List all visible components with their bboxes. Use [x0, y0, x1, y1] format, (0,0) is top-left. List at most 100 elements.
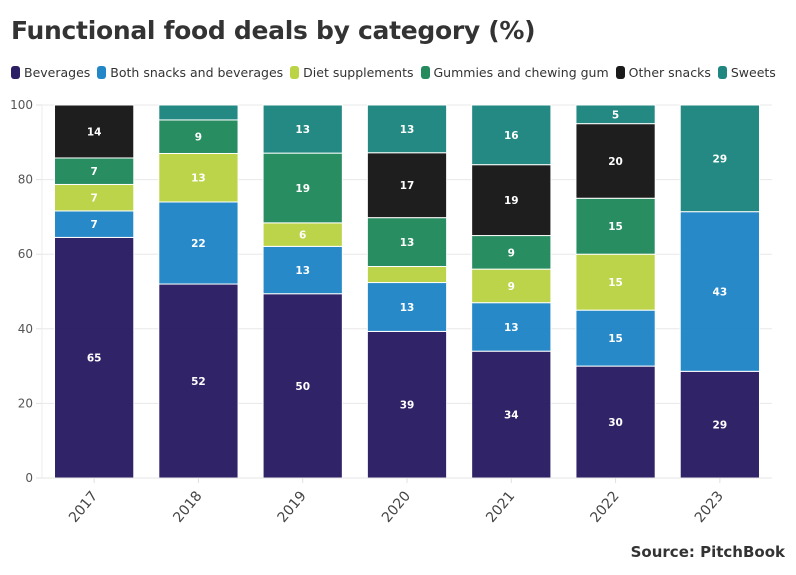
bar-segment-sweets — [679, 104, 760, 213]
data-label: 16 — [504, 130, 519, 142]
bar-segment-both-snacks-and-beverages — [366, 282, 448, 332]
y-tick-label: 80 — [18, 173, 33, 187]
bar-segment-both-snacks-and-beverages — [262, 245, 343, 295]
legend-swatch — [615, 66, 625, 79]
data-label: 6 — [299, 230, 306, 242]
legend-item-diet-supplements[interactable]: Diet supplements — [290, 65, 414, 80]
data-label: 34 — [504, 410, 519, 422]
data-label: 52 — [191, 376, 206, 388]
data-label: 43 — [713, 287, 728, 299]
legend-item-both-snacks-and-beverages[interactable]: Both snacks and beverages — [97, 65, 283, 80]
source-note: Source: PitchBook — [630, 543, 785, 561]
x-tick-label: 2020 — [379, 488, 414, 526]
bar-segment-other-snacks — [366, 152, 448, 219]
legend: Beverages Both snacks and beverages Diet s… — [11, 65, 783, 80]
data-label: 22 — [191, 238, 206, 250]
bar-segment-both-snacks-and-beverages — [158, 201, 239, 285]
bar-segment-sweets — [575, 104, 656, 125]
legend-swatch — [97, 66, 107, 79]
bar-segment-sweets — [262, 104, 343, 154]
data-label: 13 — [295, 124, 310, 136]
bar-segment-diet-supplements — [54, 183, 135, 212]
bar-segment-beverages — [158, 283, 239, 479]
data-label: 13 — [295, 265, 310, 277]
bar-group-2022: 30 15 15 15 20 5 — [575, 104, 656, 479]
bar-segment-beverages — [575, 365, 656, 479]
data-label: 7 — [90, 193, 97, 205]
data-label: 9 — [195, 132, 202, 144]
data-label: 65 — [87, 353, 102, 365]
bar-segment-diet-supplements — [366, 266, 448, 284]
data-label: 13 — [504, 322, 519, 334]
x-tick-label: 2018 — [170, 488, 205, 526]
bar-group-2020: 39 13 13 17 13 — [366, 104, 448, 479]
x-tick-label: 2017 — [66, 488, 101, 526]
data-label: 13 — [400, 302, 415, 314]
bar-segment-both-snacks-and-beverages — [471, 302, 552, 352]
data-label: 50 — [295, 381, 310, 393]
bar-segment-other-snacks — [575, 123, 656, 199]
bar-group-2023: 29 43 29 — [679, 104, 760, 479]
bar-segment-gummies-and-chewing-gum — [158, 119, 239, 154]
x-tick-label: 2019 — [275, 488, 310, 526]
chart-title: Functional food deals by category (%) — [11, 16, 536, 45]
bar-segment-other-snacks — [471, 164, 552, 237]
data-label: 17 — [400, 180, 415, 192]
bar-segment-gummies-and-chewing-gum — [575, 197, 656, 255]
data-label: 15 — [608, 221, 623, 233]
legend-item-sweets[interactable]: Sweets — [717, 65, 776, 80]
bar-segment-diet-supplements — [575, 253, 656, 311]
bar-segment-sweets — [158, 104, 239, 121]
bar-group-2018: 52 22 13 9 — [158, 104, 239, 479]
data-label: 13 — [191, 173, 206, 185]
data-label: 7 — [90, 166, 97, 178]
data-label: 29 — [713, 420, 728, 432]
data-label: 13 — [400, 237, 415, 249]
data-label: 13 — [400, 124, 415, 136]
data-label: 14 — [87, 126, 102, 138]
bar-segment-sweets — [366, 104, 448, 154]
legend-label: Both snacks and beverages — [110, 65, 284, 80]
legend-label: Sweets — [730, 65, 776, 80]
data-label: 9 — [508, 247, 515, 259]
x-tick-label: 2023 — [692, 488, 727, 526]
bar-segment-diet-supplements — [471, 268, 552, 304]
legend-label: Diet supplements — [303, 65, 414, 80]
y-tick-label: 60 — [18, 247, 33, 261]
data-label: 39 — [400, 400, 415, 412]
bar-segment-gummies-and-chewing-gum — [262, 152, 343, 224]
bar-segment-diet-supplements — [158, 152, 239, 203]
legend-swatch — [11, 66, 20, 79]
y-tick-label: 100 — [10, 98, 33, 112]
y-tick-label: 20 — [18, 396, 33, 410]
bar-group-2021: 34 13 9 9 19 16 — [471, 104, 552, 479]
y-tick-label: 0 — [25, 471, 33, 485]
data-label: 20 — [608, 156, 623, 168]
bar-segment-sweets — [471, 104, 552, 166]
data-label: 29 — [713, 153, 728, 165]
legend-swatch — [420, 66, 430, 79]
data-label: 30 — [608, 417, 623, 429]
bar-segment-both-snacks-and-beverages — [54, 210, 135, 238]
data-label: 9 — [508, 281, 515, 293]
legend-item-beverages[interactable]: Beverages — [11, 65, 90, 80]
data-label: 5 — [612, 109, 619, 121]
bar-segment-other-snacks — [54, 104, 135, 159]
bar-group-2019: 50 13 6 19 13 — [262, 104, 343, 479]
bar-segment-beverages — [262, 293, 343, 479]
bar-segment-beverages — [366, 330, 448, 479]
data-label: 19 — [504, 195, 519, 207]
legend-item-gummies-and-chewing-gum[interactable]: Gummies and chewing gum — [420, 65, 609, 80]
data-label: 19 — [295, 183, 310, 195]
bar-segment-beverages — [54, 236, 135, 479]
bar-segment-beverages — [471, 350, 552, 479]
data-label: 15 — [608, 277, 623, 289]
data-label: 7 — [90, 219, 97, 231]
legend-label: Beverages — [24, 65, 91, 80]
x-tick-label: 2021 — [483, 488, 518, 526]
legend-swatch — [717, 66, 727, 79]
y-tick-label: 40 — [18, 322, 33, 336]
bar-segment-both-snacks-and-beverages — [679, 211, 760, 372]
legend-item-other-snacks[interactable]: Other snacks — [615, 65, 711, 80]
